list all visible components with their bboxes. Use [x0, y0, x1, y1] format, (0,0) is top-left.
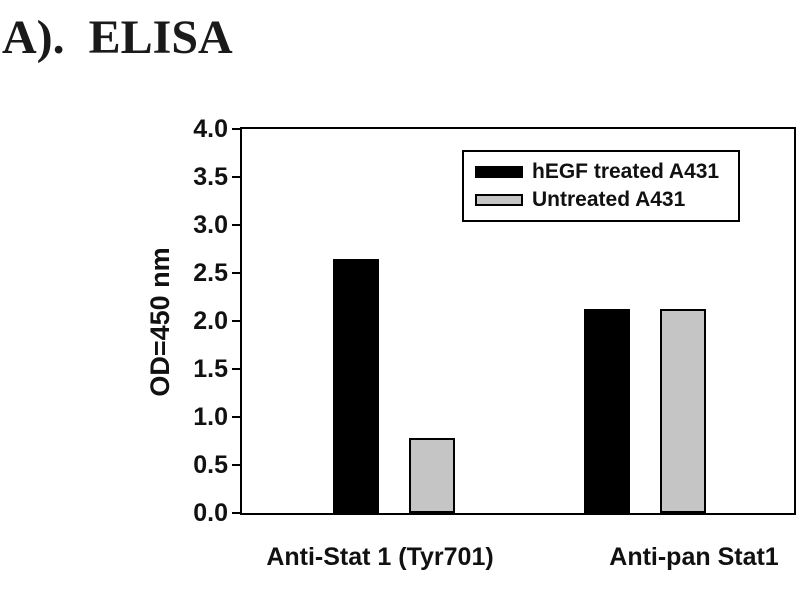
y-tick-mark [232, 320, 240, 322]
legend-swatch [475, 166, 523, 178]
y-tick-mark [232, 176, 240, 178]
y-tick-mark [232, 272, 240, 274]
y-tick-label: 2.5 [193, 259, 228, 287]
bar-series2-group2 [659, 309, 706, 513]
y-tick-label: 3.0 [193, 211, 228, 239]
bar-series1-group2 [583, 309, 630, 513]
y-tick-label: 0.5 [193, 451, 228, 479]
y-tick-label: 1.5 [193, 355, 228, 383]
y-tick-label: 2.0 [193, 307, 228, 335]
legend: hEGF treated A431 Untreated A431 [462, 150, 740, 222]
bar-series2-group1 [408, 438, 455, 513]
legend-row-1: hEGF treated A431 [475, 160, 738, 185]
y-tick-mark [232, 128, 240, 130]
y-tick-mark [232, 224, 240, 226]
y-tick-label: 1.0 [193, 403, 228, 431]
y-tick-label: 4.0 [193, 115, 228, 143]
x-category-label-2: Anti-pan Stat1 [609, 543, 779, 571]
y-tick-mark [232, 416, 240, 418]
bar-series1-group1 [332, 259, 379, 513]
figure-title: A). ELISA [2, 11, 233, 64]
legend-row-2: Untreated A431 [475, 188, 738, 213]
y-tick-mark [232, 368, 240, 370]
legend-swatch [475, 194, 523, 206]
y-tick-label: 3.5 [193, 163, 228, 191]
y-tick-mark [232, 512, 240, 514]
legend-label: hEGF treated A431 [532, 160, 720, 183]
y-tick-label: 0.0 [193, 499, 228, 527]
x-category-label-1: Anti-Stat 1 (Tyr701) [266, 543, 494, 571]
legend-label: Untreated A431 [532, 188, 686, 211]
y-tick-mark [232, 464, 240, 466]
